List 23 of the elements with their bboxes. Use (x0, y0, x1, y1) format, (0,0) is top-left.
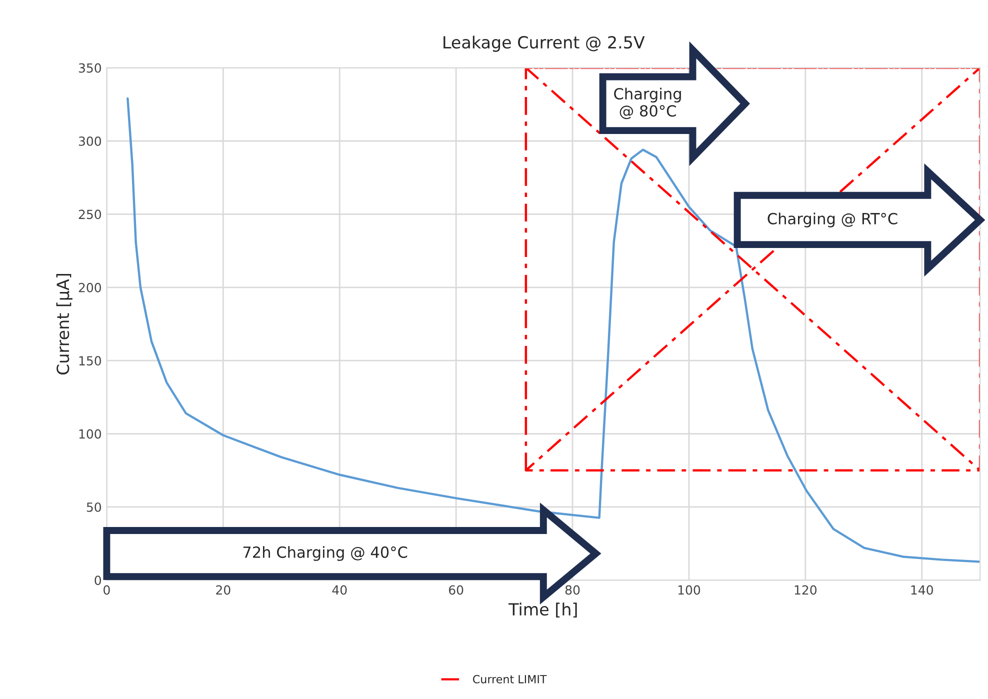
chart-title: Leakage Current @ 2.5V (444, 36, 645, 52)
annotation: 72h Charging @ 40°C (243, 546, 408, 561)
x-tick-label: 0 (104, 585, 110, 595)
y-tick-label: 200 (78, 282, 102, 292)
x-tick-label: 100 (678, 585, 700, 595)
x-tick-label: 40 (332, 585, 347, 595)
x-tick-label: 60 (448, 585, 464, 595)
x-tick-label: 80 (565, 585, 580, 595)
y-axis-title: Current [µA] (56, 274, 72, 374)
legend-label: Current LIMIT (472, 674, 547, 684)
y-tick-label: 300 (78, 136, 102, 146)
x-tick-label: 140 (911, 585, 933, 595)
y-tick-label: 0 (94, 576, 102, 586)
y-tick-label: 250 (78, 210, 102, 220)
y-tick-label: 50 (86, 502, 102, 512)
y-tick-label: 150 (79, 356, 102, 366)
y-tick-label: 100 (79, 429, 102, 439)
annotation: Charging @ RT°C (768, 212, 898, 228)
x-axis-title: Time [h] (508, 602, 577, 618)
y-tick-label: 350 (78, 63, 102, 73)
x-tick-label: 120 (794, 585, 817, 595)
annotation: Charging @ 80°C (614, 88, 681, 120)
x-tick-label: 20 (216, 585, 230, 595)
